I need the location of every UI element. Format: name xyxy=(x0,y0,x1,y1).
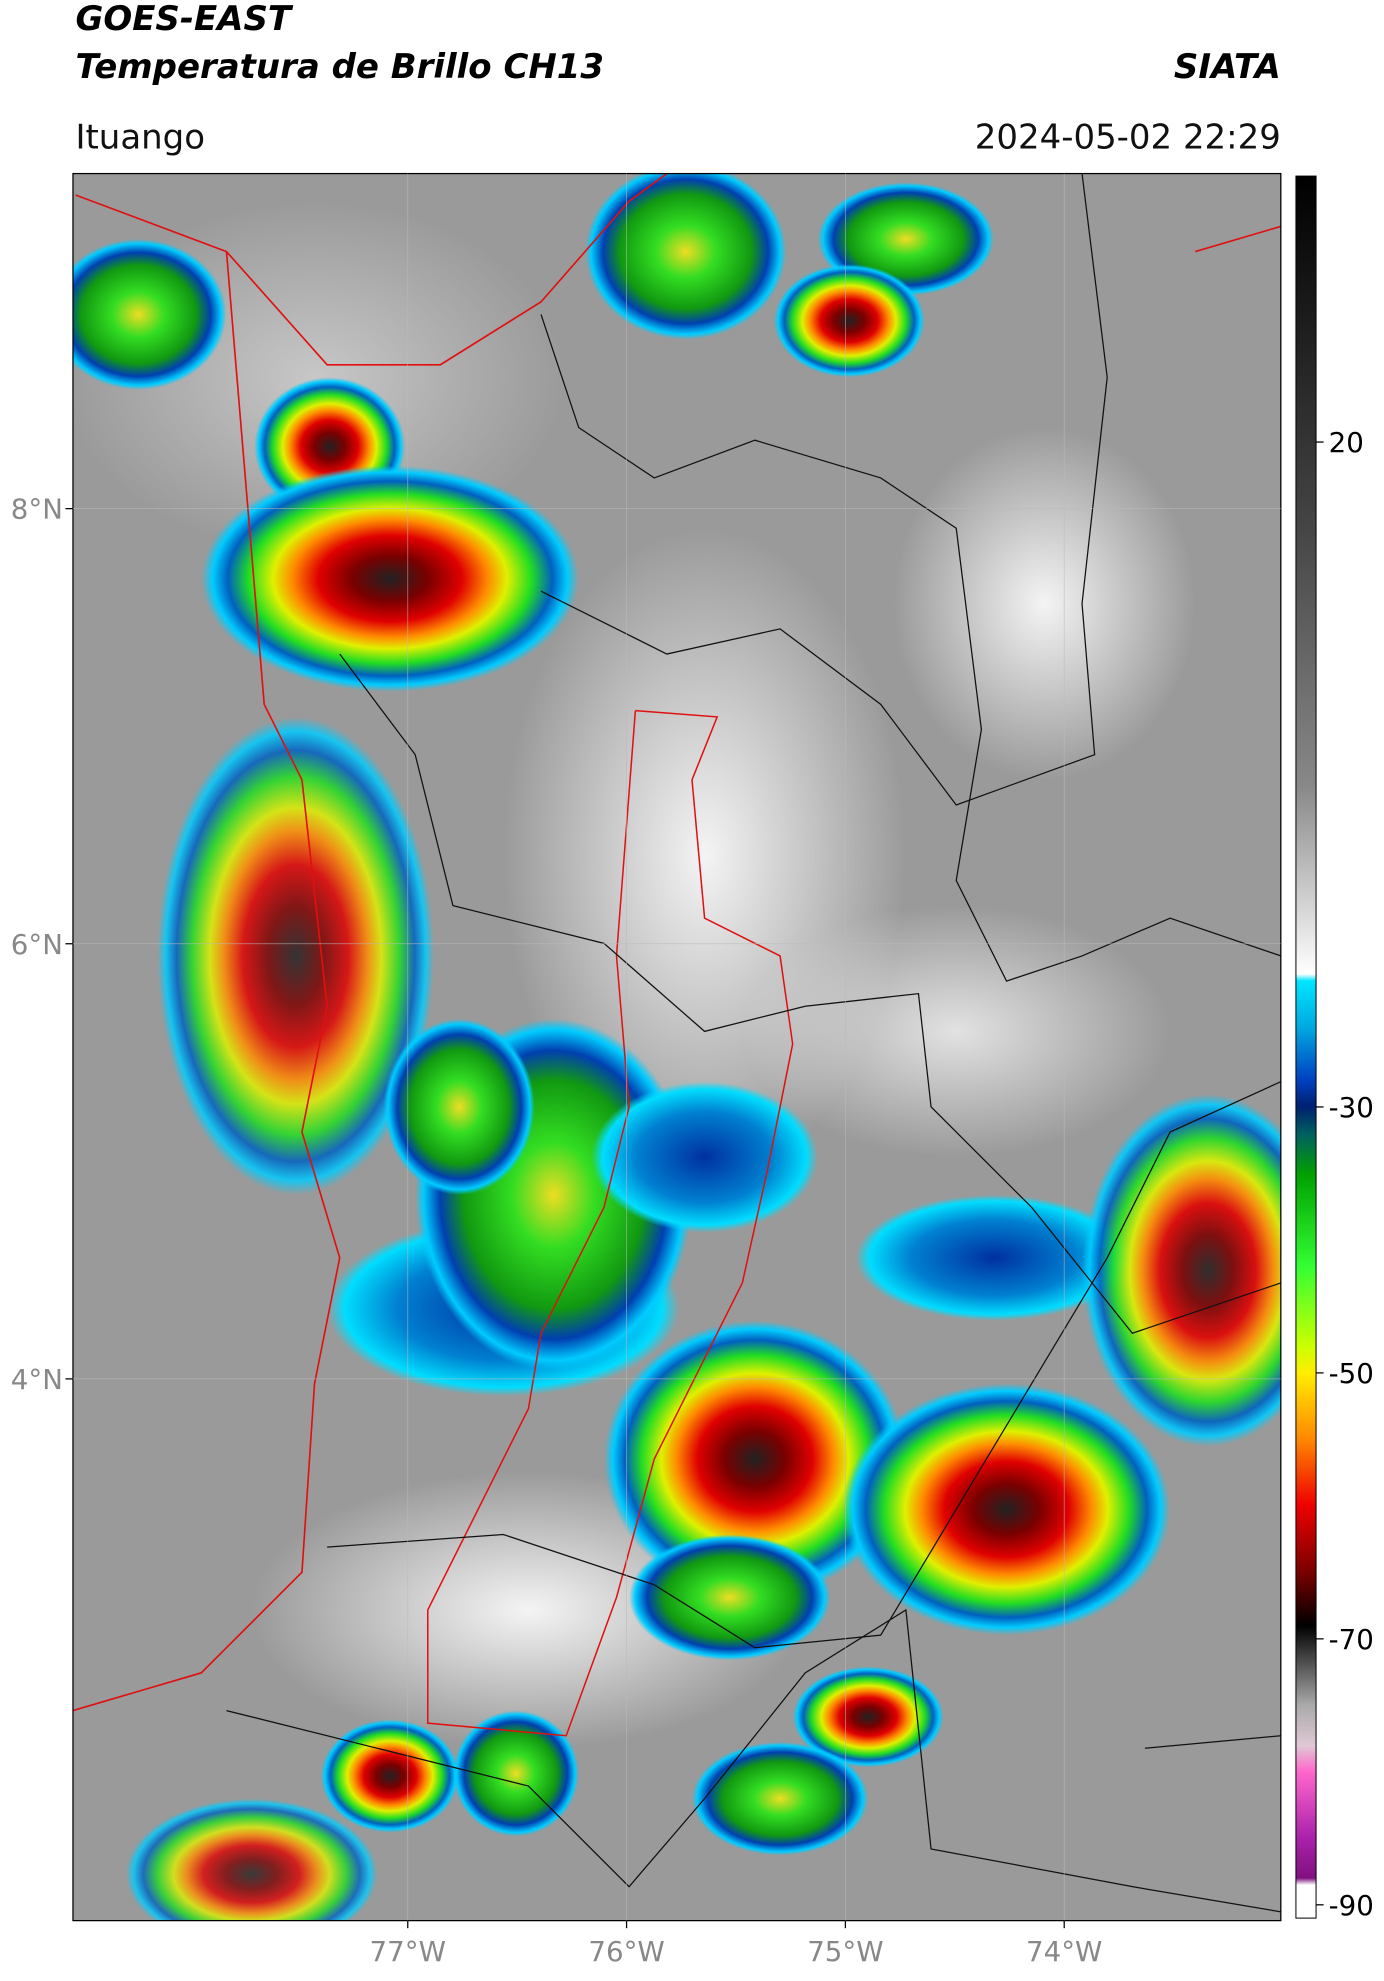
department-border xyxy=(339,653,1281,1334)
cloud xyxy=(893,427,1196,780)
storm xyxy=(201,465,579,692)
storm xyxy=(692,1742,869,1856)
x-tick-label: 76°W xyxy=(588,1935,664,1968)
cloud xyxy=(742,905,1171,1158)
location: Ituango xyxy=(75,117,205,157)
storm xyxy=(792,1666,944,1768)
x-tick-label: 75°W xyxy=(807,1935,883,1968)
colorbar-tick-label: 20 xyxy=(1329,426,1364,459)
storm xyxy=(585,173,787,340)
colorbar-tick-label: -70 xyxy=(1329,1623,1374,1656)
storm xyxy=(320,1719,460,1833)
cloud-cold xyxy=(855,1194,1133,1321)
country-border xyxy=(72,194,341,1712)
department-border xyxy=(540,314,1281,982)
department-border xyxy=(1144,1735,1281,1749)
title: GOES-EAST xyxy=(75,0,293,39)
subtitle: Temperatura de Brillo CH13 xyxy=(75,47,604,87)
storm xyxy=(72,239,227,390)
storm xyxy=(125,1798,378,1921)
y-tick-label: 8°N xyxy=(11,493,63,526)
source: SIATA xyxy=(1174,47,1281,87)
department-border xyxy=(226,1608,1281,1913)
storm xyxy=(157,716,435,1195)
x-tick-label: 74°W xyxy=(1026,1935,1102,1968)
storm xyxy=(842,1383,1171,1636)
department-border xyxy=(327,1081,1281,1649)
x-tick-label: 77°W xyxy=(370,1935,446,1968)
colorbar-tick-label: -30 xyxy=(1329,1091,1374,1124)
colorbar-tick-label: -50 xyxy=(1329,1357,1374,1390)
storm xyxy=(1082,1094,1281,1447)
storm xyxy=(773,264,925,378)
department-border xyxy=(540,173,1108,806)
colorbar-tick-label: -90 xyxy=(1329,1889,1374,1922)
country-border xyxy=(225,173,668,366)
y-tick-label: 6°N xyxy=(11,928,63,961)
colorbar xyxy=(1295,175,1317,1919)
country-border xyxy=(1195,225,1281,253)
satellite-image xyxy=(72,173,1281,1921)
datetime: 2024-05-02 22:29 xyxy=(975,117,1281,157)
cloud-cold xyxy=(591,1081,818,1233)
storm xyxy=(629,1534,831,1661)
region-border xyxy=(427,709,794,1737)
storm xyxy=(383,1018,535,1195)
y-tick-label: 4°N xyxy=(11,1363,63,1396)
map-frame xyxy=(72,172,1282,1922)
storm xyxy=(603,1320,906,1598)
